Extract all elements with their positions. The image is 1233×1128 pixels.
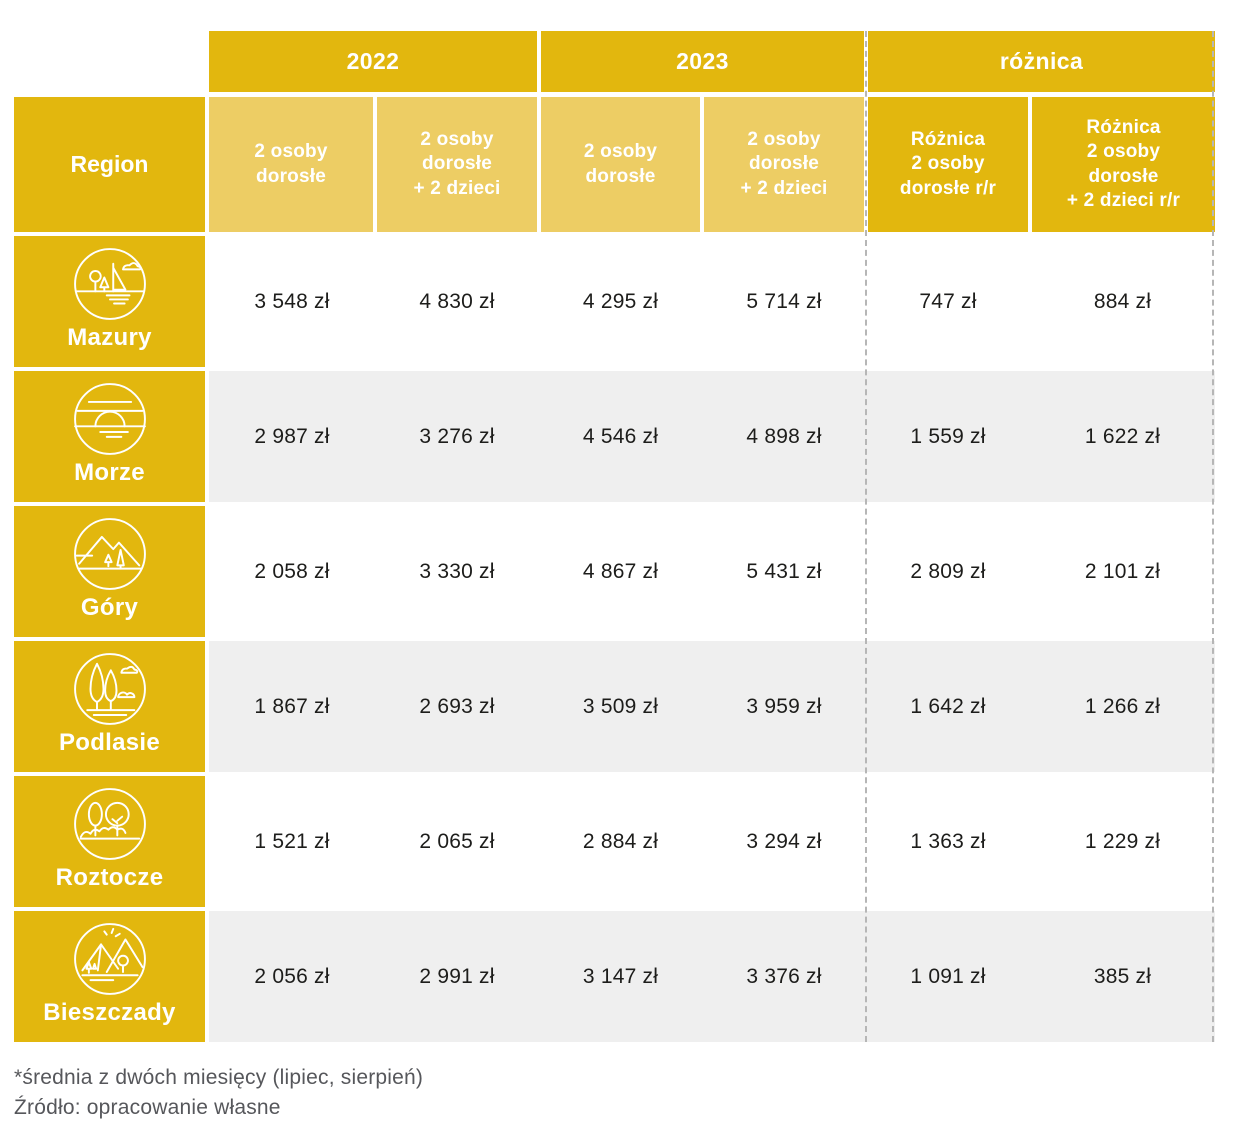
region-cell-gory: Góry xyxy=(14,506,205,637)
dashed-divider-left xyxy=(865,31,867,1042)
value-2022-adults: 2 987 zł xyxy=(254,424,330,448)
region-label: Mazury xyxy=(67,324,152,351)
value-2023-adults-children: 5 431 zł xyxy=(746,559,822,583)
value-diff-adults-children: 884 zł xyxy=(1093,289,1152,313)
region-cell-morze: Morze xyxy=(14,371,205,502)
mountain-camp-icon xyxy=(73,923,146,995)
tall-trees-icon xyxy=(73,653,146,725)
region-cell-mazury: Mazury xyxy=(14,236,205,367)
value-2022-adults: 1 521 zł xyxy=(254,829,330,853)
value-diff-adults: 1 363 zł xyxy=(910,829,986,853)
value-2022-adults-children: 3 330 zł xyxy=(419,559,495,583)
value-2023-adults-children: 3 294 zł xyxy=(746,829,822,853)
value-2023-adults-children: 5 714 zł xyxy=(746,289,822,313)
value-2023-adults: 3 509 zł xyxy=(582,694,659,718)
value-diff-adults: 1 091 zł xyxy=(910,964,986,988)
region-cell-podlasie: Podlasie xyxy=(14,641,205,772)
value-2023-adults: 4 295 zł xyxy=(582,289,659,313)
dashed-divider-right xyxy=(1212,31,1214,1042)
column-header-2022-adults: 2 osoby dorosłe xyxy=(209,97,373,232)
table-row: 2 056 zł 2 991 zł 3 147 zł 3 376 zł 1 09… xyxy=(209,911,1215,1042)
table-row: 2 058 zł 3 330 zł 4 867 zł 5 431 zł 2 80… xyxy=(209,506,1215,637)
lake-sailboat-icon xyxy=(73,248,146,320)
region-cell-bieszczady: Bieszczady xyxy=(14,911,205,1042)
table-row: 3 548 zł 4 830 zł 4 295 zł 5 714 zł 747 … xyxy=(209,236,1215,367)
value-diff-adults: 2 809 zł xyxy=(910,559,986,583)
region-label: Podlasie xyxy=(58,729,161,756)
value-2022-adults-children: 3 276 zł xyxy=(419,424,495,448)
value-2023-adults-children: 4 898 zł xyxy=(746,424,822,448)
value-2022-adults-children: 2 693 zł xyxy=(419,694,495,718)
footnote-source: Źródło: opracowanie własne xyxy=(14,1096,281,1119)
value-2022-adults: 2 056 zł xyxy=(254,964,330,988)
value-diff-adults-children: 1 622 zł xyxy=(1084,424,1161,448)
value-2022-adults-children: 4 830 zł xyxy=(419,289,495,313)
region-label: Roztocze xyxy=(55,864,164,891)
column-header-diff-adults-children: Różnica 2 osoby dorosłe + 2 dzieci r/r xyxy=(1032,97,1215,232)
mountains-icon xyxy=(73,518,146,590)
value-diff-adults-children: 1 266 zł xyxy=(1084,694,1161,718)
year-group-header-roznica: różnica xyxy=(868,31,1215,92)
value-diff-adults: 747 zł xyxy=(919,289,977,313)
region-label: Morze xyxy=(74,459,145,486)
value-2023-adults-children: 3 959 zł xyxy=(746,694,822,718)
value-diff-adults: 1 642 zł xyxy=(910,694,986,718)
region-label: Góry xyxy=(80,594,139,621)
forest-icon xyxy=(73,788,146,860)
value-2023-adults: 4 546 zł xyxy=(582,424,659,448)
value-2022-adults-children: 2 065 zł xyxy=(419,829,495,853)
value-diff-adults: 1 559 zł xyxy=(910,424,986,448)
column-header-2023-adults: 2 osoby dorosłe xyxy=(541,97,700,232)
year-group-header-2023: 2023 xyxy=(541,31,864,92)
column-header-2022-adults-children: 2 osoby dorosłe + 2 dzieci xyxy=(377,97,537,232)
value-2023-adults: 4 867 zł xyxy=(582,559,659,583)
column-header-diff-adults: Różnica 2 osoby dorosłe r/r xyxy=(868,97,1028,232)
region-label: Bieszczady xyxy=(43,999,176,1026)
value-diff-adults-children: 2 101 zł xyxy=(1084,559,1161,583)
footnote-average: *średnia z dwóch miesięcy (lipiec, sierp… xyxy=(14,1066,424,1089)
year-group-header-2022: 2022 xyxy=(209,31,537,92)
region-cell-roztocze: Roztocze xyxy=(14,776,205,907)
value-2023-adults-children: 3 376 zł xyxy=(746,964,822,988)
column-header-2023-adults-children: 2 osoby dorosłe + 2 dzieci xyxy=(704,97,864,232)
value-2022-adults: 3 548 zł xyxy=(254,289,330,313)
value-2022-adults: 2 058 zł xyxy=(254,559,330,583)
region-column-header: Region xyxy=(14,97,205,232)
table-row: 1 867 zł 2 693 zł 3 509 zł 3 959 zł 1 64… xyxy=(209,641,1215,772)
value-2022-adults-children: 2 991 zł xyxy=(419,964,495,988)
value-2023-adults: 3 147 zł xyxy=(582,964,659,988)
value-2022-adults: 1 867 zł xyxy=(254,694,330,718)
table-row: 2 987 zł 3 276 zł 4 546 zł 4 898 zł 1 55… xyxy=(209,371,1215,502)
sea-sunset-icon xyxy=(73,383,146,455)
value-2023-adults: 2 884 zł xyxy=(582,829,659,853)
value-diff-adults-children: 385 zł xyxy=(1093,964,1152,988)
table-row: 1 521 zł 2 065 zł 2 884 zł 3 294 zł 1 36… xyxy=(209,776,1215,907)
value-diff-adults-children: 1 229 zł xyxy=(1084,829,1161,853)
